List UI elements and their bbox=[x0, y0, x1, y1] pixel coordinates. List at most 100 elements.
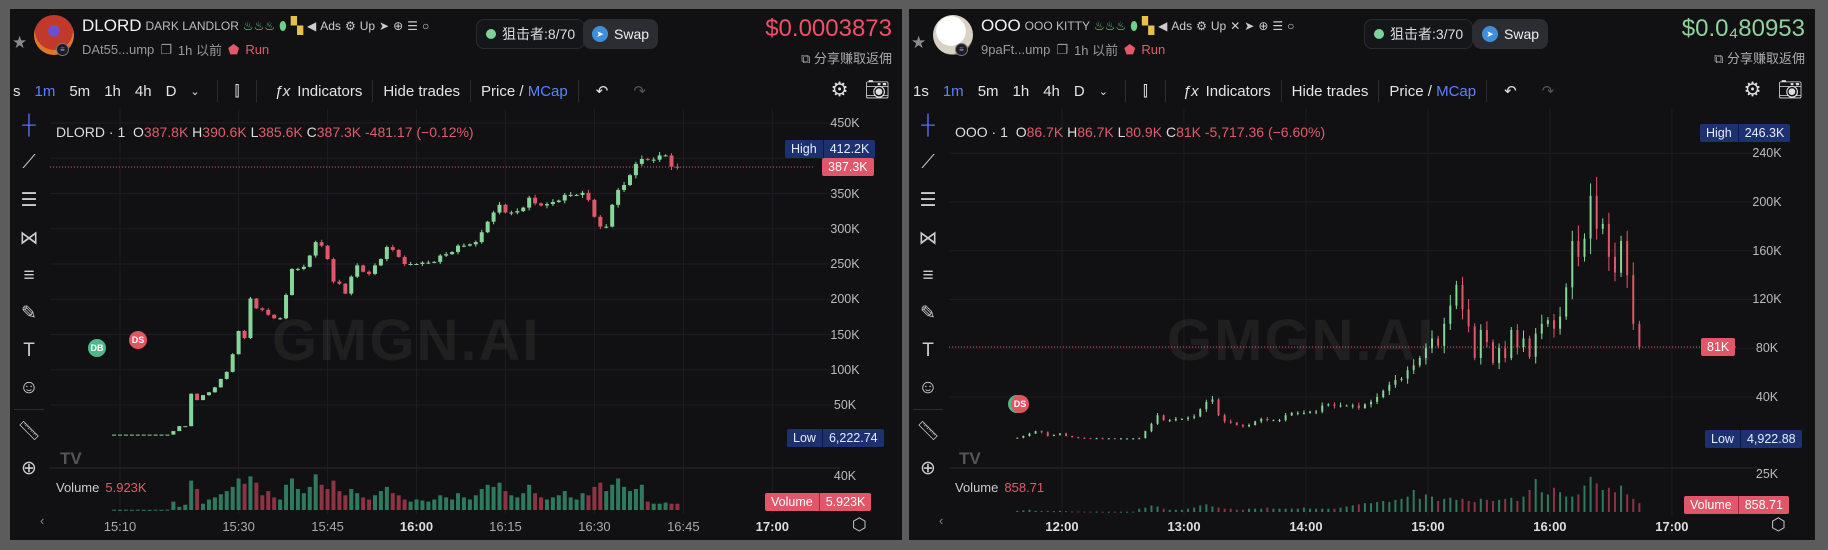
volume-bar bbox=[663, 502, 668, 510]
x-twitter-icon[interactable]: ✕ bbox=[1230, 19, 1241, 33]
candle-body bbox=[123, 434, 128, 436]
up-label[interactable]: Up bbox=[1210, 19, 1227, 33]
ads-label[interactable]: Ads bbox=[320, 19, 341, 33]
chevron-down-icon[interactable]: ⌄ bbox=[1098, 85, 1108, 98]
volume-bar bbox=[1174, 509, 1177, 512]
tf-1h[interactable]: 1h bbox=[1012, 82, 1030, 100]
tf-1m[interactable]: 1m bbox=[942, 82, 964, 100]
tf-4h[interactable]: 4h bbox=[134, 82, 152, 100]
settings-gear-icon[interactable]: ⚙ bbox=[1743, 79, 1762, 101]
axis-settings-icon[interactable]: ⬡ bbox=[852, 515, 867, 534]
swap-button[interactable]: ➤ Swap bbox=[583, 19, 659, 49]
indicators-button[interactable]: Indicators bbox=[297, 82, 363, 100]
fib-icon[interactable]: ≡ bbox=[23, 264, 35, 286]
up-label[interactable]: Up bbox=[359, 19, 376, 33]
favorite-star-icon[interactable]: ★ bbox=[12, 33, 28, 52]
ads-label[interactable]: Ads bbox=[1171, 19, 1193, 33]
camera-icon[interactable]: 📷︎ bbox=[864, 79, 890, 101]
list-icon[interactable]: ☰ bbox=[407, 19, 418, 33]
share-link[interactable]: ⧉ 分享赚取返佣 bbox=[1714, 51, 1805, 66]
candle-type-icon[interactable]: ⫿ bbox=[1142, 82, 1148, 100]
trendline-icon[interactable]: ⟋ bbox=[22, 152, 36, 174]
text-icon[interactable]: T bbox=[23, 339, 35, 361]
search-icon[interactable]: ○ bbox=[421, 19, 430, 33]
price-toggle[interactable]: Price / bbox=[1389, 82, 1432, 100]
camera-icon[interactable]: 📷︎ bbox=[1777, 79, 1803, 101]
tf-1h[interactable]: 1h bbox=[104, 82, 121, 100]
zoom-in-icon[interactable]: ⊕ bbox=[21, 457, 37, 479]
low-tag-value: 4,922.88 bbox=[1739, 430, 1802, 448]
axis-settings-icon[interactable]: ⬡ bbox=[1771, 515, 1786, 534]
price-chart[interactable] bbox=[10, 9, 902, 540]
scroll-left-icon[interactable]: ‹ bbox=[939, 513, 944, 528]
candle-body bbox=[325, 245, 330, 260]
globe-icon[interactable]: ⊕ bbox=[393, 19, 404, 33]
tf-1s[interactable]: s bbox=[13, 82, 21, 100]
hide-trades-button[interactable]: Hide trades bbox=[1291, 82, 1369, 100]
tf-5m[interactable]: 5m bbox=[977, 82, 999, 100]
copy-icon[interactable]: ❐ bbox=[160, 41, 172, 57]
crosshair-icon[interactable]: ┼ bbox=[22, 114, 36, 136]
volume-bar bbox=[295, 489, 300, 510]
undo-icon[interactable]: ↶ bbox=[1504, 83, 1517, 100]
pattern-icon[interactable]: ⋈ bbox=[918, 227, 938, 249]
mcap-toggle[interactable]: MCap bbox=[527, 82, 568, 100]
share-link[interactable]: ⧉ 分享赚取返佣 bbox=[801, 51, 892, 66]
favorite-star-icon[interactable]: ★ bbox=[911, 33, 927, 52]
telegram-icon[interactable]: ➤ bbox=[379, 19, 390, 33]
search-icon[interactable]: ○ bbox=[1287, 19, 1295, 33]
dev-sell-marker[interactable]: DS bbox=[129, 331, 147, 349]
chevron-down-icon[interactable]: ⌄ bbox=[190, 85, 200, 98]
tf-1m[interactable]: 1m bbox=[34, 82, 56, 100]
scroll-left-icon[interactable]: ‹ bbox=[40, 513, 45, 528]
volume-bar bbox=[473, 495, 478, 510]
undo-icon[interactable]: ↶ bbox=[595, 83, 609, 100]
candle-body bbox=[118, 434, 122, 436]
volume-bar bbox=[1376, 502, 1379, 512]
trendline-icon[interactable]: ⟋ bbox=[921, 152, 935, 174]
brush-icon[interactable]: ✎ bbox=[920, 302, 936, 324]
x-tick-label: 13:00 bbox=[1167, 519, 1201, 534]
emoji-icon[interactable]: ☺ bbox=[19, 377, 39, 399]
sniper-count-button[interactable]: 狙击者:8/70 bbox=[476, 19, 586, 49]
current-price-value: 387.3K bbox=[822, 158, 874, 176]
candle-body bbox=[272, 314, 277, 319]
text-icon[interactable]: T bbox=[922, 339, 934, 361]
dev-buy-marker[interactable]: DB bbox=[88, 339, 106, 357]
emoji-icon[interactable]: ☺ bbox=[918, 377, 938, 399]
volume-bar bbox=[497, 482, 502, 510]
tf-d[interactable]: D bbox=[165, 82, 177, 100]
horizontal-lines-icon[interactable]: ☰ bbox=[919, 190, 937, 212]
hide-trades-button[interactable]: Hide trades bbox=[383, 82, 461, 100]
fib-icon[interactable]: ≡ bbox=[922, 264, 934, 286]
price-chart[interactable] bbox=[909, 9, 1815, 540]
pattern-icon[interactable]: ⋈ bbox=[19, 227, 39, 249]
volume-bar bbox=[1254, 508, 1257, 512]
ruler-icon[interactable]: 📏︎ bbox=[16, 420, 42, 442]
tf-5m[interactable]: 5m bbox=[69, 82, 91, 100]
brush-icon[interactable]: ✎ bbox=[21, 302, 37, 324]
zoom-in-icon[interactable]: ⊕ bbox=[920, 457, 936, 479]
list-icon[interactable]: ☰ bbox=[1272, 19, 1284, 33]
redo-icon[interactable]: ↷ bbox=[1541, 83, 1555, 100]
price-toggle[interactable]: Price / bbox=[481, 82, 524, 100]
tf-1s[interactable]: 1s bbox=[913, 82, 929, 100]
dev-sell-marker[interactable]: DS bbox=[1011, 395, 1029, 413]
swap-button[interactable]: ➤ Swap bbox=[1473, 19, 1549, 49]
tf-d[interactable]: D bbox=[1073, 82, 1085, 100]
globe-icon[interactable]: ⊕ bbox=[1258, 19, 1269, 33]
mcap-toggle[interactable]: MCap bbox=[1436, 82, 1477, 100]
settings-gear-icon[interactable]: ⚙ bbox=[830, 79, 849, 101]
volume-legend-value: 858.71 bbox=[1004, 480, 1045, 495]
copy-icon[interactable]: ❐ bbox=[1056, 41, 1069, 57]
telegram-icon[interactable]: ➤ bbox=[1244, 19, 1255, 33]
indicators-button[interactable]: Indicators bbox=[1205, 82, 1271, 100]
low-label: L bbox=[1117, 124, 1126, 140]
crosshair-icon[interactable]: ┼ bbox=[921, 114, 935, 136]
ruler-icon[interactable]: 📏︎ bbox=[915, 420, 941, 442]
tf-4h[interactable]: 4h bbox=[1043, 82, 1060, 100]
redo-icon[interactable]: ↷ bbox=[633, 83, 646, 100]
horizontal-lines-icon[interactable]: ☰ bbox=[20, 190, 38, 212]
candle-type-icon[interactable]: ⫿ bbox=[234, 82, 240, 100]
sniper-count-button[interactable]: 狙击者:3/70 bbox=[1364, 19, 1474, 49]
